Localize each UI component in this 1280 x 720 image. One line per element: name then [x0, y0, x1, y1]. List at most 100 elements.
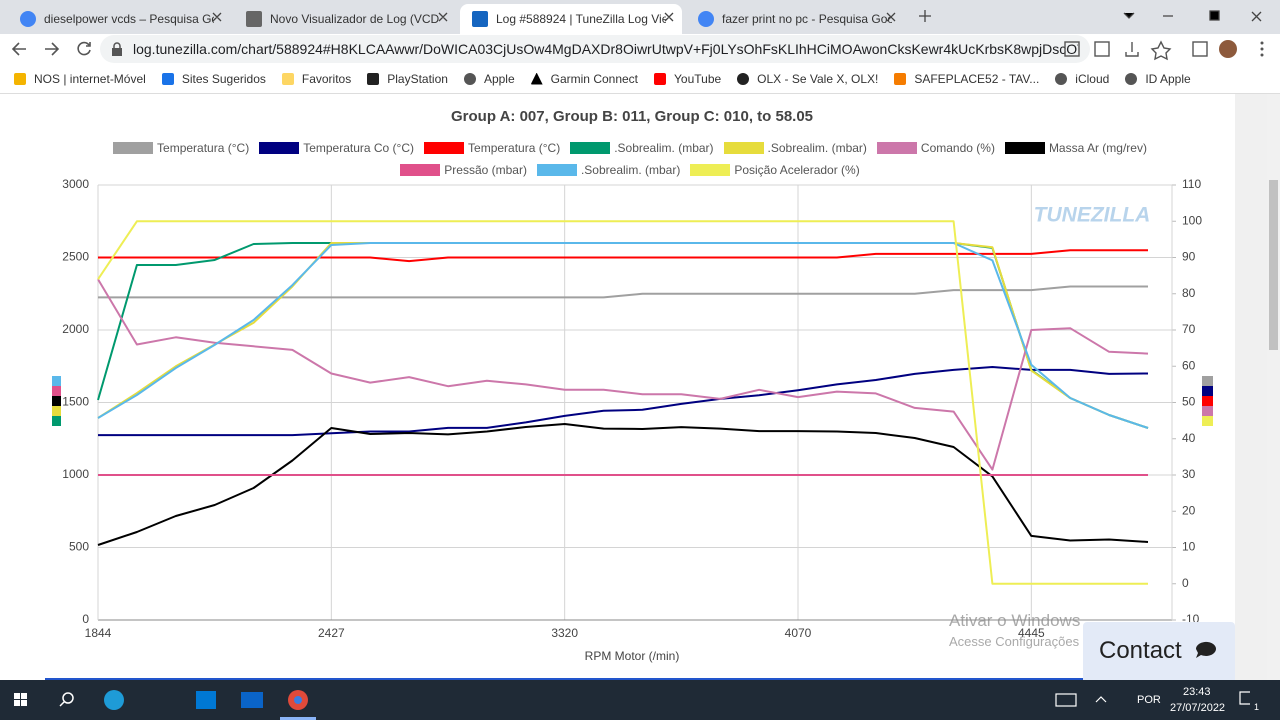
tab[interactable]: Novo Visualizador de Log (VCDS: [234, 4, 456, 34]
legend-swatch: [259, 142, 300, 154]
axis-series-marker: [1202, 416, 1213, 426]
legend-label: .Sobrealim. (mbar): [614, 141, 714, 155]
legend-item[interactable]: Temperatura Co (°C): [259, 141, 414, 155]
bookmark[interactable]: SAFEPLACE52 - TAV...: [894, 72, 1039, 86]
logo: TUNEZILLA: [1034, 204, 1151, 227]
axis-series-marker: [1202, 396, 1213, 406]
axis-series-marker: [1202, 376, 1213, 386]
bookmark-label: Garmin Connect: [550, 71, 639, 86]
bookmark-label: OLX - Se Vale X, OLX!: [757, 71, 879, 86]
legend-item[interactable]: Massa Ar (mg/rev): [1004, 141, 1147, 155]
bookmark[interactable]: PlayStation: [367, 72, 448, 86]
y2-tick-label: 60: [1182, 358, 1196, 372]
legend: Temperatura (°C) Temperatura Co (°C) Tempe…: [55, 141, 1205, 177]
bookmark-label: iCloud: [1075, 71, 1110, 86]
taskbar-icons[interactable]: [0, 680, 320, 720]
tray-icons[interactable]: [1050, 680, 1250, 720]
y-tick-label: 2500: [62, 250, 89, 264]
chart-title: Group A: 007, Group B: 011, Group C: 010…: [451, 108, 813, 125]
language[interactable]: POR: [1137, 694, 1161, 706]
tab[interactable]: dieselpower vcds – Pesquisa Goo: [8, 4, 230, 34]
nav-buttons[interactable]: [0, 34, 100, 64]
legend-swatch: [570, 142, 611, 154]
legend-label: Temperatura Co (°C): [303, 141, 415, 155]
bookmark[interactable]: Favoritos: [281, 72, 351, 86]
bookmark[interactable]: Apple: [463, 71, 515, 86]
series-line: [97, 278, 1149, 471]
tab-title: Log #588924 | TuneZilla Log Vie: [496, 12, 666, 26]
y2-tick-label: 100: [1182, 213, 1202, 227]
legend-item[interactable]: Comando (%): [876, 141, 995, 155]
axis-series-marker: [52, 376, 61, 386]
contact-button[interactable]: Contact: [1083, 622, 1235, 680]
x-tick-label: 2427: [318, 626, 345, 640]
legend-label: Temperatura (°C): [157, 141, 250, 155]
notification-count[interactable]: 1: [1254, 702, 1260, 712]
bookmark-label: ID Apple: [1145, 71, 1191, 86]
legend-item[interactable]: .Sobrealim. (mbar): [570, 141, 714, 155]
x-tick-label: 3320: [551, 626, 578, 640]
bookmark-label: PlayStation: [387, 71, 448, 86]
clock-date[interactable]: 27/07/2022: [1170, 702, 1226, 714]
series-line: [98, 249, 1148, 263]
chat-icon: [1195, 641, 1216, 658]
legend-swatch: [424, 142, 465, 154]
axis-series-marker: [52, 416, 61, 426]
tab-title: Novo Visualizador de Log (VCDS: [270, 12, 440, 26]
scrollbar-thumb[interactable]: [1269, 180, 1278, 350]
clock-time[interactable]: 23:43: [1183, 686, 1211, 698]
tab-bar: dieselpower vcds – Pesquisa Goo Novo Vis…: [0, 0, 1280, 34]
tab-icons: [212, 10, 1262, 22]
y-tick-label: 2000: [62, 322, 89, 336]
legend-item[interactable]: .Sobrealim. (mbar): [536, 163, 681, 177]
bookmark[interactable]: YouTube: [654, 72, 721, 86]
tab-title: fazer print no pc - Pesquisa Goog: [722, 12, 892, 26]
scrollbar[interactable]: [1267, 94, 1280, 680]
y2-tick-label: 10: [1182, 540, 1196, 554]
bookmark-label: Apple: [483, 71, 515, 86]
y2-tick-label: 20: [1182, 503, 1196, 517]
bookmark[interactable]: iCloud: [1055, 72, 1109, 86]
axis-series-marker: [52, 396, 61, 406]
y2-tick-label: 80: [1182, 286, 1196, 300]
tab[interactable]: fazer print no pc - Pesquisa Goog: [686, 4, 908, 34]
bookmark-label: SAFEPLACE52 - TAV...: [914, 71, 1040, 86]
legend-label: Temperatura (°C): [468, 141, 561, 155]
bookmark-label: NOS | internet-Móvel: [34, 71, 146, 86]
legend-label: .Sobrealim. (mbar): [580, 163, 681, 177]
legend-label: Massa Ar (mg/rev): [1048, 141, 1147, 155]
legend-swatch: [400, 164, 441, 176]
legend-item[interactable]: .Sobrealim. (mbar): [723, 141, 867, 155]
legend-swatch: [113, 142, 154, 154]
legend-item[interactable]: Pressão (mbar): [400, 163, 527, 177]
legend-item[interactable]: Temperatura (°C): [424, 141, 560, 155]
bookmark[interactable]: Sites Sugeridos: [161, 72, 266, 86]
series-line: [97, 242, 1149, 429]
legend-swatch: [723, 142, 764, 154]
legend-item[interactable]: Posição Acelerador (%): [690, 163, 860, 177]
bookmark-label: YouTube: [674, 71, 722, 86]
omnibox[interactable]: [100, 35, 1090, 63]
taskbar: POR 23:43 27/07/2022 1: [0, 680, 1280, 720]
toolbar-icons[interactable]: [1060, 34, 1280, 64]
legend-swatch: [876, 142, 917, 154]
tab-title: dieselpower vcds – Pesquisa Goo: [44, 12, 214, 26]
bookmark[interactable]: Garmin Connect: [530, 71, 639, 86]
series-line: [97, 220, 1148, 585]
legend-item[interactable]: Temperatura (°C): [113, 141, 249, 155]
tab[interactable]: Log #588924 | TuneZilla Log Vie: [460, 4, 682, 34]
axis-series-marker: [52, 386, 61, 396]
bookmark[interactable]: ID Apple: [1125, 71, 1191, 86]
legend-label: Posição Acelerador (%): [734, 163, 860, 177]
y-tick-label: 3000: [62, 177, 89, 191]
y-tick-label: 0: [82, 612, 89, 626]
y-tick-label: 1500: [62, 395, 89, 409]
url[interactable]: log.tunezilla.com/chart/588924#H8KLCAAww…: [133, 41, 1078, 57]
contact-label: Contact: [1099, 637, 1182, 664]
bookmark[interactable]: OLX - Se Vale X, OLX!: [737, 72, 878, 86]
x-tick-label: 4445: [1018, 626, 1045, 640]
bookmark[interactable]: NOS | internet-Móvel: [14, 72, 146, 86]
series-line: [98, 285, 1148, 299]
